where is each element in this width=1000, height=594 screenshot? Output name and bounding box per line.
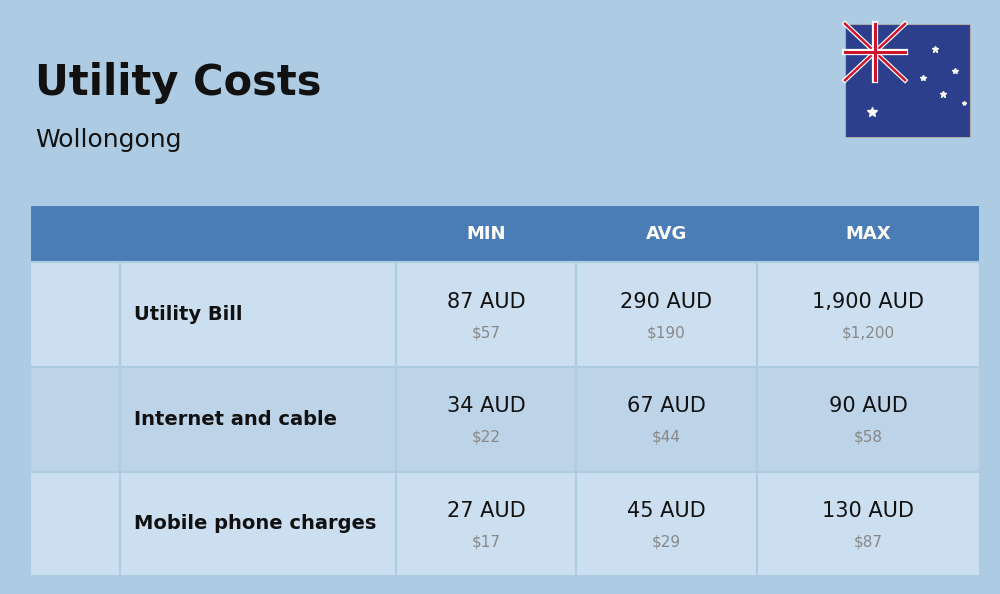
Text: AVG: AVG — [646, 225, 687, 243]
Text: $1,200: $1,200 — [842, 325, 895, 340]
FancyBboxPatch shape — [65, 517, 71, 523]
Text: 290 AUD: 290 AUD — [620, 292, 713, 312]
Text: 1,900 AUD: 1,900 AUD — [812, 292, 924, 312]
Text: $22: $22 — [472, 429, 501, 445]
Text: Wollongong: Wollongong — [35, 128, 182, 151]
Text: 90 AUD: 90 AUD — [829, 396, 908, 416]
FancyBboxPatch shape — [72, 517, 78, 523]
Text: 27 AUD: 27 AUD — [447, 501, 525, 521]
Text: Utility Costs: Utility Costs — [35, 62, 322, 105]
Circle shape — [66, 298, 84, 311]
Text: $29: $29 — [652, 534, 681, 549]
Circle shape — [73, 538, 77, 542]
FancyBboxPatch shape — [79, 517, 85, 523]
Text: MIN: MIN — [466, 225, 506, 243]
Text: $190: $190 — [647, 325, 686, 340]
Circle shape — [68, 293, 82, 303]
Circle shape — [73, 416, 77, 419]
FancyBboxPatch shape — [77, 312, 94, 328]
Text: $57: $57 — [472, 325, 501, 340]
FancyBboxPatch shape — [56, 312, 74, 328]
Text: 34 AUD: 34 AUD — [447, 396, 525, 416]
Text: $44: $44 — [652, 429, 681, 445]
Text: MAX: MAX — [846, 225, 891, 243]
FancyBboxPatch shape — [72, 525, 78, 531]
FancyBboxPatch shape — [79, 525, 85, 531]
Text: $87: $87 — [854, 534, 883, 549]
Text: $17: $17 — [472, 534, 501, 549]
Text: $58: $58 — [854, 429, 883, 445]
Text: Internet and cable: Internet and cable — [134, 410, 338, 429]
FancyBboxPatch shape — [64, 507, 87, 538]
FancyBboxPatch shape — [60, 503, 91, 545]
Text: Mobile phone charges: Mobile phone charges — [134, 514, 377, 533]
Text: Utility Bill: Utility Bill — [134, 305, 243, 324]
Text: 130 AUD: 130 AUD — [822, 501, 914, 521]
FancyBboxPatch shape — [65, 525, 71, 531]
Text: 87 AUD: 87 AUD — [447, 292, 525, 312]
Text: 45 AUD: 45 AUD — [627, 501, 706, 521]
FancyBboxPatch shape — [46, 421, 104, 432]
Text: 67 AUD: 67 AUD — [627, 396, 706, 416]
